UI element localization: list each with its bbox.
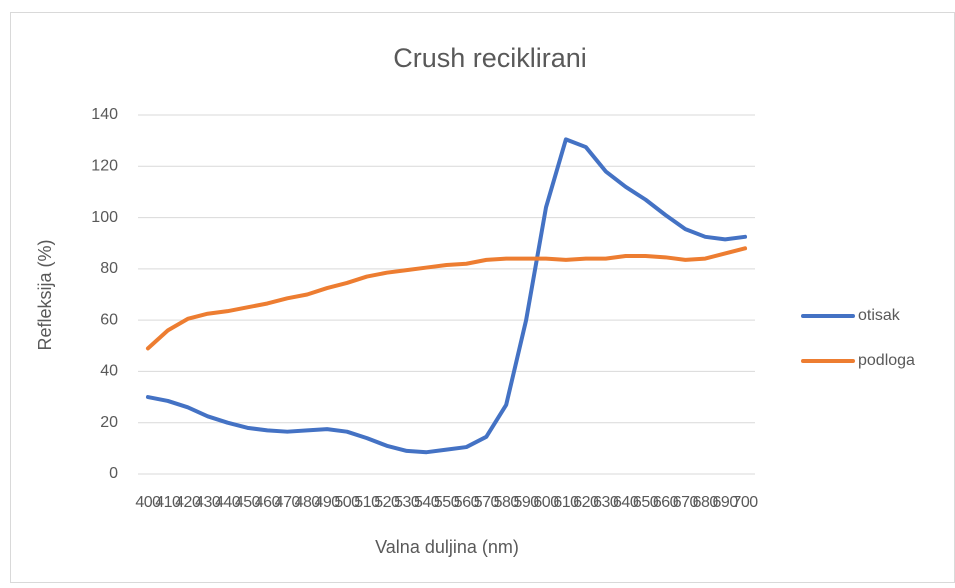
y-tick-label: 120 [91,158,118,175]
x-tick-label: 440 [215,494,241,511]
x-tick-label: 430 [195,494,221,511]
x-tick-label: 700 [732,494,758,511]
x-tick-label: 520 [374,494,400,511]
x-tick-label: 570 [474,494,500,511]
y-tick-label: 80 [100,260,118,277]
y-tick-label: 140 [91,106,118,123]
x-tick-label: 400 [135,494,161,511]
y-tick-label: 60 [100,311,118,328]
chart-border [10,12,955,583]
line-series [145,137,748,455]
x-tick-label: 510 [354,494,380,511]
legend-label: otisak [858,307,901,324]
y-tick-label: 0 [109,465,118,482]
x-tick-label: 660 [653,494,679,511]
x-tick-label: 630 [593,494,619,511]
y-tick-label: 40 [100,363,118,380]
x-tick-label: 420 [175,494,201,511]
x-tick-label: 470 [275,494,301,511]
x-axis-label: Valna duljina (nm) [375,537,519,557]
x-tick-label: 410 [155,494,181,511]
x-tick-label: 640 [613,494,639,511]
x-tick-label: 540 [414,494,440,511]
x-tick-label: 600 [533,494,559,511]
x-tick-label: 500 [334,494,360,511]
chart-title: Crush reciklirani [393,43,587,73]
x-tick-label: 580 [494,494,520,511]
x-tick-label: 480 [295,494,321,511]
x-tick-label: 610 [553,494,579,511]
x-tick-label: 490 [314,494,340,511]
x-tick-label: 460 [255,494,281,511]
x-tick-label: 560 [454,494,480,511]
x-tick-label: 620 [573,494,599,511]
y-tick-label: 20 [100,414,118,431]
line-series [145,246,748,351]
y-tick-label: 100 [91,209,118,226]
x-tick-label: 450 [235,494,261,511]
x-tick-label: 680 [693,494,719,511]
x-tick-label: 670 [673,494,699,511]
x-tick-label: 690 [713,494,739,511]
x-tick-label: 530 [394,494,420,511]
x-tick-label: 550 [434,494,460,511]
legend-label: podloga [858,352,915,369]
x-tick-label: 650 [633,494,659,511]
y-axis-label: Refleksija (%) [35,239,55,350]
x-tick-label: 590 [514,494,540,511]
